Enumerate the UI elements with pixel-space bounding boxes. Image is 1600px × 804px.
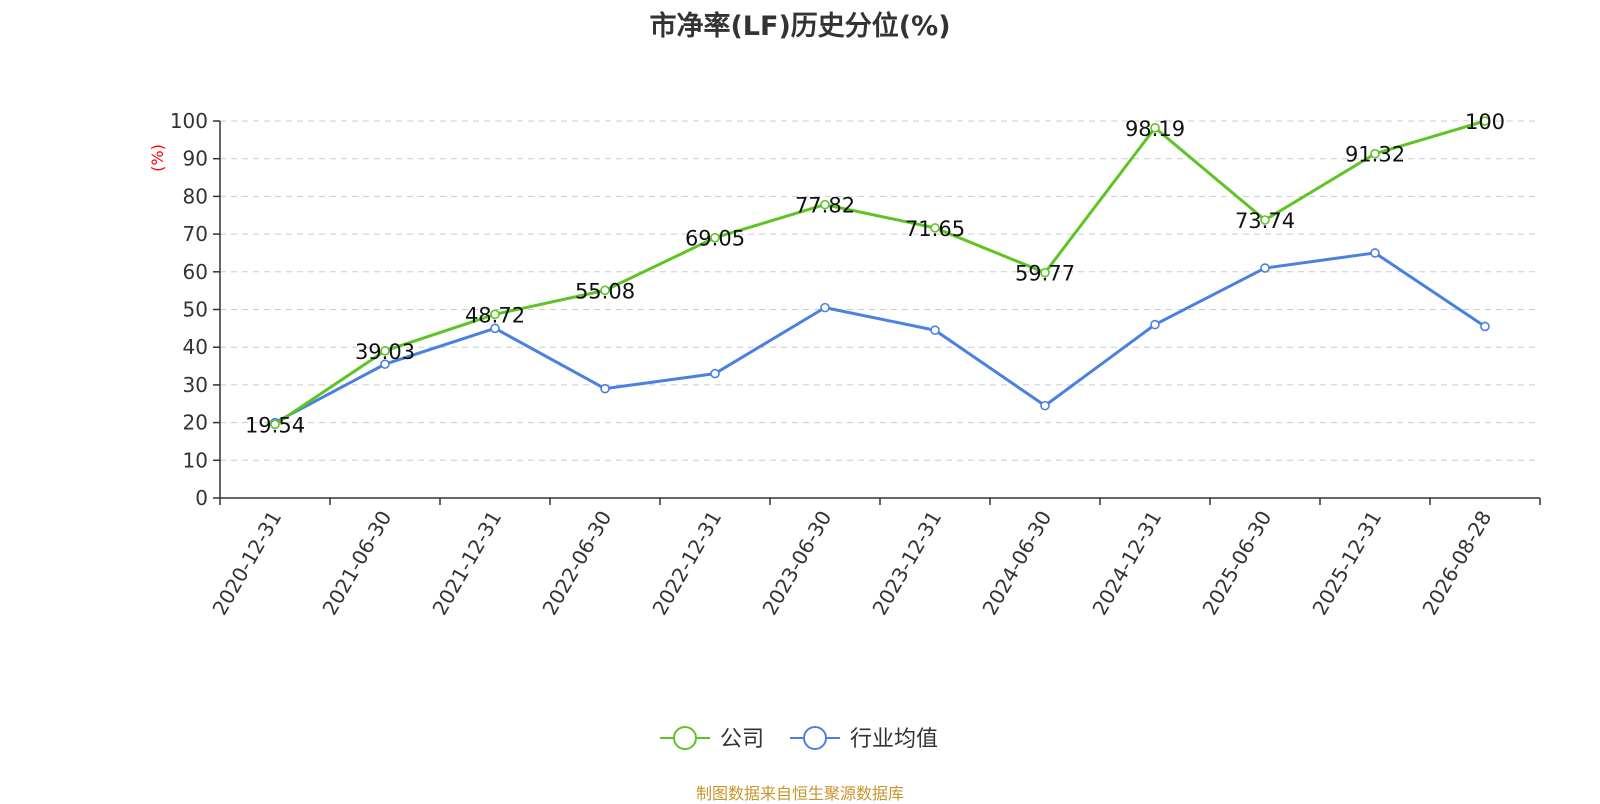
series-lines — [270, 116, 1490, 430]
x-tick-label: 2020-12-31 — [207, 507, 286, 620]
y-tick-label: 10 — [183, 448, 208, 472]
y-tick-label: 90 — [183, 147, 208, 171]
data-label: 100 — [1465, 110, 1505, 134]
legend-item[interactable]: 行业均值 — [790, 726, 938, 752]
data-point — [1260, 215, 1270, 225]
y-tick-label: 60 — [183, 260, 208, 284]
y-tick-label: 70 — [183, 222, 208, 246]
data-point — [1370, 248, 1380, 258]
data-point — [380, 359, 390, 369]
series-line — [274, 251, 1486, 424]
data-point — [710, 232, 720, 243]
x-tick-label: 2024-06-30 — [977, 507, 1056, 620]
data-point — [490, 309, 500, 320]
data-point — [710, 368, 720, 379]
data-labels: 19.54 39.03 48.72 55.08 69.05 77.82 71.65 59.77… — [245, 110, 1505, 437]
legend-label: 行业均值 — [850, 727, 938, 752]
x-tick-label: 2025-06-30 — [1197, 507, 1276, 620]
x-tick-label: 2025-12-31 — [1307, 507, 1386, 620]
data-point — [930, 325, 940, 336]
legend-label: 公司 — [720, 727, 764, 752]
data-label: 77.82 — [795, 194, 855, 218]
data-point — [1150, 123, 1160, 133]
legend-item[interactable]: 公司 — [660, 726, 764, 752]
legend-circle-icon — [673, 726, 697, 750]
legend-circle-icon — [803, 726, 827, 750]
data-label: 69.05 — [685, 227, 745, 251]
data-label: 48.72 — [465, 303, 525, 327]
data-point — [820, 302, 830, 313]
x-tick-label: 2022-12-31 — [647, 507, 726, 620]
data-label: 39.03 — [355, 340, 415, 364]
data-label: 73.74 — [1235, 209, 1295, 233]
data-point — [1040, 267, 1050, 278]
data-point — [1150, 319, 1160, 330]
chart-title: 市净率(LF)历史分位(%) — [649, 11, 951, 42]
data-point — [820, 199, 830, 210]
y-tick-label: 0 — [195, 486, 208, 510]
data-label: 98.19 — [1125, 117, 1185, 141]
x-tick-label: 2021-06-30 — [317, 507, 396, 620]
source-note: 制图数据来自恒生聚源数据库 — [695, 784, 904, 803]
y-tick-label: 20 — [183, 411, 208, 435]
x-tick-label: 2023-12-31 — [867, 507, 946, 620]
data-label: 71.65 — [905, 217, 965, 241]
x-tick-label: 2022-06-30 — [537, 507, 616, 620]
series-line — [274, 119, 1486, 426]
legend[interactable]: 公司 行业均值 — [660, 726, 938, 752]
x-tick-label: 2023-06-30 — [757, 507, 836, 620]
grid-lines — [220, 120, 1540, 461]
data-label: 55.08 — [575, 279, 635, 303]
y-tick-label: 80 — [183, 184, 208, 208]
x-tick-label: 2026-08-28 — [1417, 507, 1496, 620]
data-point — [1480, 321, 1490, 332]
data-point — [490, 323, 500, 334]
x-tick-label: 2021-12-31 — [427, 507, 506, 620]
axes: 0 10 20 30 40 50 60 70 80 90 100 2020-12-31 2021-06-… — [170, 109, 1541, 620]
data-point — [270, 419, 280, 430]
data-point — [1480, 116, 1490, 126]
y-tick-label: 40 — [183, 335, 208, 359]
x-tick-label: 2024-12-31 — [1087, 507, 1166, 620]
data-point — [930, 223, 940, 233]
data-label: 91.32 — [1345, 143, 1405, 167]
data-point — [1370, 148, 1380, 159]
data-label: 19.54 — [245, 413, 305, 437]
data-point — [380, 346, 390, 356]
data-point — [600, 285, 610, 296]
data-label: 59.77 — [1015, 262, 1075, 286]
data-point — [1260, 263, 1270, 273]
data-point — [1040, 400, 1050, 411]
data-point — [600, 383, 610, 394]
y-tick-label: 30 — [183, 373, 208, 397]
y-tick-label: 50 — [183, 298, 208, 322]
y-tick-label: 100 — [170, 109, 208, 133]
y-axis-unit-label: (%) — [148, 144, 167, 172]
